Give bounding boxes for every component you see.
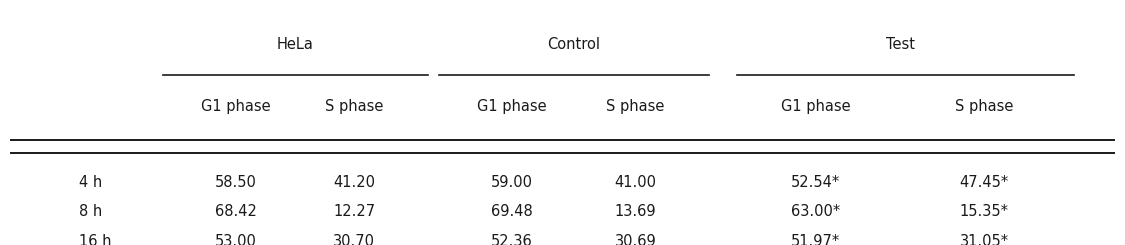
Text: Test: Test: [885, 37, 915, 52]
Text: 63.00*: 63.00*: [791, 204, 840, 220]
Text: 47.45*: 47.45*: [960, 175, 1009, 190]
Text: S phase: S phase: [955, 99, 1014, 114]
Text: 68.42: 68.42: [215, 204, 258, 220]
Text: 31.05*: 31.05*: [960, 234, 1009, 245]
Text: 12.27: 12.27: [333, 204, 376, 220]
Text: HeLa: HeLa: [277, 37, 314, 52]
Text: 41.20: 41.20: [333, 175, 376, 190]
Text: 16 h: 16 h: [79, 234, 111, 245]
Text: G1 phase: G1 phase: [477, 99, 547, 114]
Text: 4 h: 4 h: [79, 175, 102, 190]
Text: Control: Control: [547, 37, 601, 52]
Text: 59.00: 59.00: [490, 175, 533, 190]
Text: S phase: S phase: [606, 99, 665, 114]
Text: 30.70: 30.70: [333, 234, 376, 245]
Text: G1 phase: G1 phase: [201, 99, 271, 114]
Text: 8 h: 8 h: [79, 204, 102, 220]
Text: 53.00: 53.00: [215, 234, 258, 245]
Text: 69.48: 69.48: [490, 204, 533, 220]
Text: 15.35*: 15.35*: [960, 204, 1009, 220]
Text: 58.50: 58.50: [215, 175, 258, 190]
Text: 52.36: 52.36: [490, 234, 533, 245]
Text: 13.69: 13.69: [614, 204, 656, 220]
Text: 52.54*: 52.54*: [791, 175, 840, 190]
Text: S phase: S phase: [325, 99, 384, 114]
Text: 51.97*: 51.97*: [791, 234, 840, 245]
Text: G1 phase: G1 phase: [781, 99, 850, 114]
Text: 30.69: 30.69: [614, 234, 657, 245]
Text: 41.00: 41.00: [614, 175, 657, 190]
